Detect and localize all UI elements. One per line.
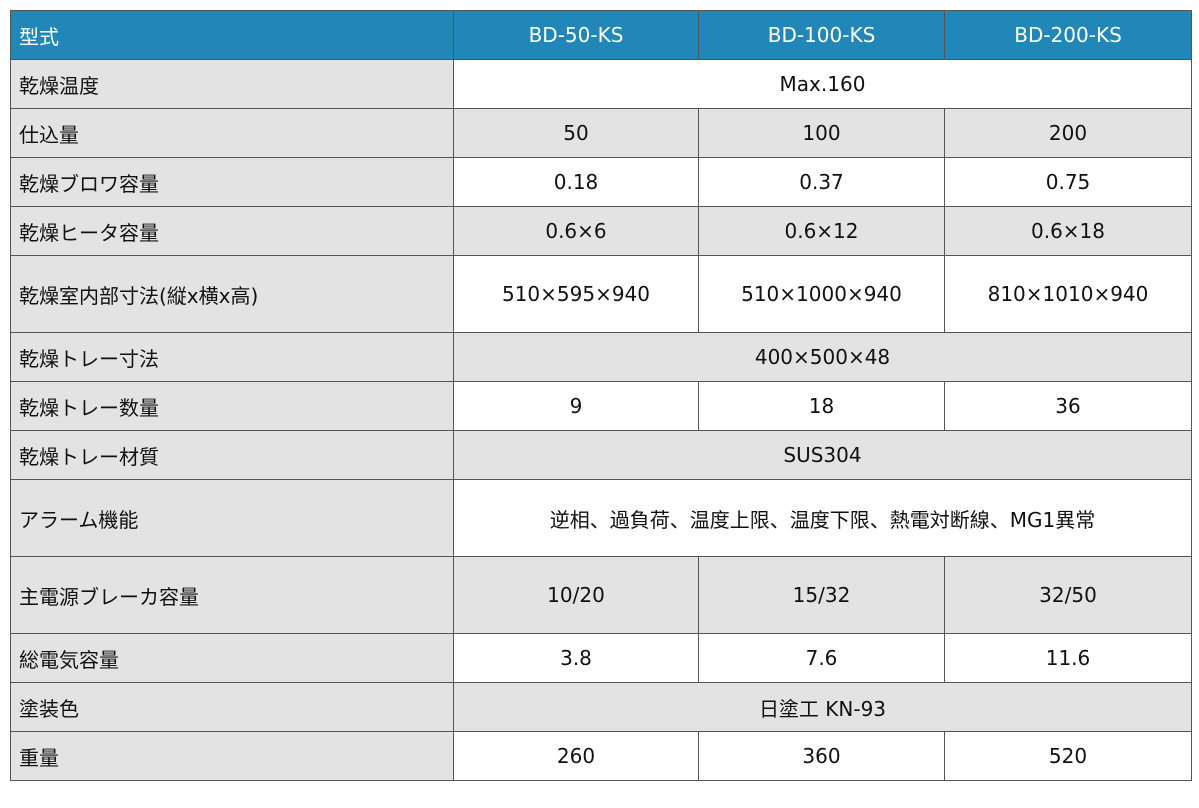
header-label: 型式: [10, 10, 454, 60]
table-row: 塗装色 日塗工 KN-93: [10, 682, 1192, 732]
spec-value: 360: [698, 731, 945, 781]
table-row: 主電源ブレーカ容量 10/20 15/32 32/50: [10, 556, 1192, 634]
row-label: 乾燥トレー数量: [10, 381, 454, 431]
spec-value: 260: [453, 731, 699, 781]
table-row: 乾燥トレー数量 9 18 36: [10, 381, 1192, 431]
row-label: 仕込量: [10, 108, 454, 158]
spec-value: 32/50: [944, 556, 1192, 634]
spec-value: 0.18: [453, 157, 699, 207]
spec-value: 逆相、過負荷、温度上限、温度下限、熱電対断線、MG1異常: [453, 479, 1192, 557]
spec-value: 3.8: [453, 633, 699, 683]
header-row: 型式 BD-50-KS BD-100-KS BD-200-KS: [10, 10, 1192, 60]
spec-table: 型式 BD-50-KS BD-100-KS BD-200-KS 乾燥温度 Max.…: [10, 10, 1192, 781]
spec-value: 15/32: [698, 556, 945, 634]
table-row: アラーム機能 逆相、過負荷、温度上限、温度下限、熱電対断線、MG1異常: [10, 479, 1192, 557]
spec-value: 520: [944, 731, 1192, 781]
model-header: BD-100-KS: [698, 10, 945, 60]
spec-value: 0.6×18: [944, 206, 1192, 256]
spec-value: 7.6: [698, 633, 945, 683]
model-header: BD-200-KS: [944, 10, 1192, 60]
spec-value: 510×595×940: [453, 255, 699, 333]
row-label: 乾燥トレー材質: [10, 430, 454, 480]
row-label: 重量: [10, 731, 454, 781]
table-row: 乾燥ブロワ容量 0.18 0.37 0.75: [10, 157, 1192, 207]
row-label: 乾燥トレー寸法: [10, 332, 454, 382]
table-row: 重量 260 360 520: [10, 731, 1192, 781]
table-row: 乾燥ヒータ容量 0.6×6 0.6×12 0.6×18: [10, 206, 1192, 256]
row-label: 乾燥ブロワ容量: [10, 157, 454, 207]
table-row: 乾燥温度 Max.160: [10, 59, 1192, 109]
table-row: 仕込量 50 100 200: [10, 108, 1192, 158]
spec-value: 200: [944, 108, 1192, 158]
spec-value: 50: [453, 108, 699, 158]
table-row: 乾燥トレー寸法 400×500×48: [10, 332, 1192, 382]
spec-value: 0.6×6: [453, 206, 699, 256]
row-label: 乾燥ヒータ容量: [10, 206, 454, 256]
spec-value: 0.75: [944, 157, 1192, 207]
spec-value: 10/20: [453, 556, 699, 634]
spec-value: 9: [453, 381, 699, 431]
spec-value: 18: [698, 381, 945, 431]
spec-value: 日塗工 KN-93: [453, 682, 1192, 732]
row-label: 塗装色: [10, 682, 454, 732]
spec-value: 100: [698, 108, 945, 158]
table-row: 乾燥室内部寸法(縦x横x高) 510×595×940 510×1000×940 810…: [10, 255, 1192, 333]
table-row: 総電気容量 3.8 7.6 11.6: [10, 633, 1192, 683]
row-label: 総電気容量: [10, 633, 454, 683]
spec-value: 400×500×48: [453, 332, 1192, 382]
spec-value: 11.6: [944, 633, 1192, 683]
row-label: 乾燥室内部寸法(縦x横x高): [10, 255, 454, 333]
spec-value: 510×1000×940: [698, 255, 945, 333]
spec-value: SUS304: [453, 430, 1192, 480]
row-label: 主電源ブレーカ容量: [10, 556, 454, 634]
spec-value: 36: [944, 381, 1192, 431]
spec-value: Max.160: [453, 59, 1192, 109]
spec-value: 0.6×12: [698, 206, 945, 256]
model-header: BD-50-KS: [453, 10, 699, 60]
row-label: アラーム機能: [10, 479, 454, 557]
spec-value: 810×1010×940: [944, 255, 1192, 333]
spec-value: 0.37: [698, 157, 945, 207]
row-label: 乾燥温度: [10, 59, 454, 109]
table-row: 乾燥トレー材質 SUS304: [10, 430, 1192, 480]
